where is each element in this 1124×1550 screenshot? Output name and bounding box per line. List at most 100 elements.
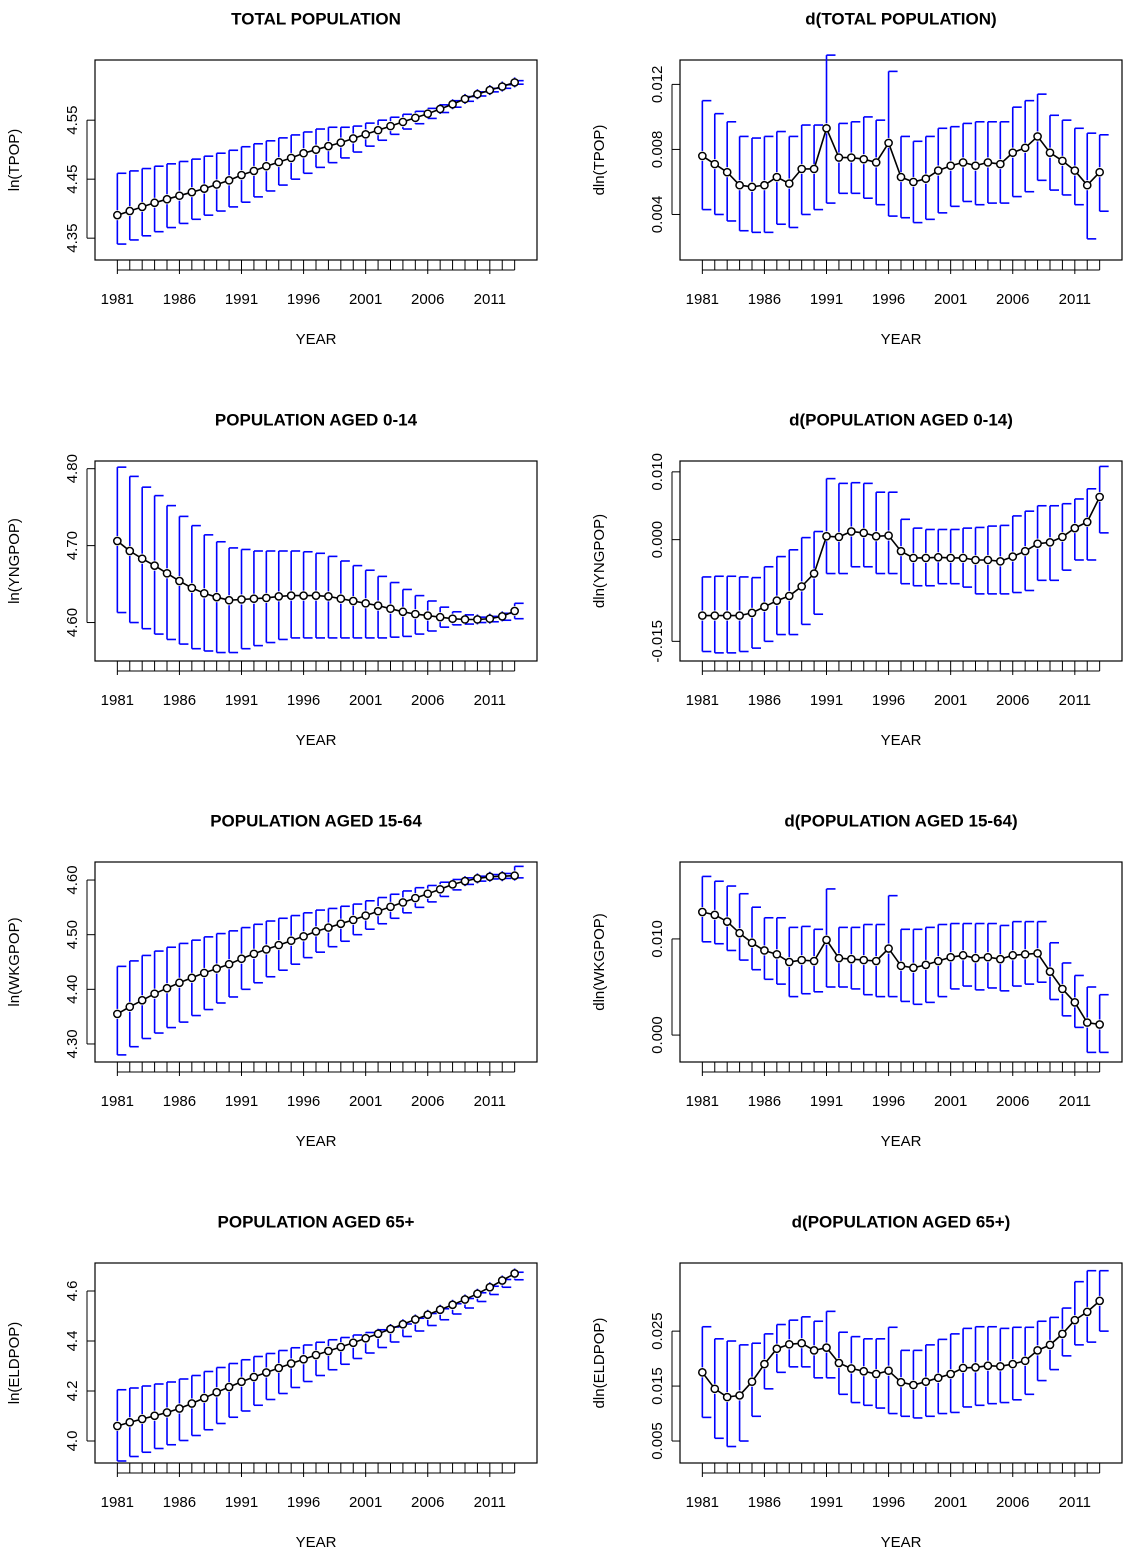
error-bar-lower — [701, 1377, 712, 1419]
error-bar-upper — [277, 550, 288, 592]
data-point — [286, 591, 296, 600]
data-point — [884, 138, 893, 148]
data-point — [1095, 492, 1105, 502]
error-bar-upper — [999, 524, 1010, 557]
data-point — [760, 602, 769, 612]
error-bar-lower — [215, 602, 226, 654]
x-tick-label: 2011 — [1059, 291, 1091, 308]
x-tick-label: 1996 — [287, 291, 320, 308]
data-point — [435, 884, 445, 894]
error-bar-lower — [1086, 1027, 1097, 1054]
error-bar-lower — [800, 591, 811, 626]
data-point — [809, 1346, 819, 1355]
error-bar-upper — [800, 124, 811, 164]
error-bar-upper — [887, 1326, 898, 1366]
error-bar-upper — [912, 1349, 923, 1380]
x-tick-label: 1996 — [287, 1494, 320, 1511]
error-bar-lower — [962, 167, 973, 203]
data-point — [460, 615, 470, 624]
data-point — [747, 938, 757, 948]
data-point — [983, 1361, 993, 1371]
x-tick-label: 1981 — [686, 692, 719, 709]
error-bar-upper — [949, 528, 960, 553]
data-point — [187, 583, 197, 593]
x-tick-label: 1991 — [810, 291, 843, 308]
error-bar-upper — [153, 494, 164, 561]
error-bar-upper — [925, 1344, 935, 1377]
error-bar-lower — [862, 1376, 873, 1407]
error-bar-upper — [265, 1352, 276, 1368]
error-bar-lower — [302, 941, 313, 959]
data-point — [175, 1404, 184, 1413]
data-point — [809, 956, 819, 966]
error-bar-lower — [1024, 1365, 1035, 1396]
error-bar-upper — [377, 575, 388, 601]
panel-title: d(TOTAL POPULATION) — [805, 9, 996, 28]
y-tick-label: 4.30 — [64, 1029, 81, 1058]
y-tick-label: 4.40 — [64, 975, 81, 1004]
panel: d(POPULATION AGED 15-64) YEAR dln(WKGPOP) 0… — [591, 811, 1123, 1150]
data-point — [859, 154, 869, 164]
error-bar-upper — [701, 99, 712, 151]
x-axis-label: YEAR — [296, 1133, 337, 1150]
error-bar-upper — [265, 920, 276, 945]
data-point — [846, 954, 856, 964]
data-point — [311, 145, 321, 155]
data-point — [299, 148, 308, 158]
error-bar-upper — [788, 135, 799, 179]
error-bar-lower — [999, 964, 1010, 992]
error-bar-upper — [352, 564, 363, 596]
y-tick-label: 4.60 — [64, 608, 81, 637]
x-tick-label: 2011 — [474, 692, 506, 709]
data-point — [983, 555, 993, 565]
error-bar-upper — [1036, 93, 1047, 132]
error-bar-lower — [203, 193, 214, 216]
error-bar-upper — [751, 137, 762, 182]
error-bar-lower — [726, 1402, 737, 1448]
data-point — [112, 536, 122, 546]
x-tick-label: 2001 — [349, 291, 382, 308]
error-bar-lower — [439, 622, 450, 628]
error-bar-upper — [962, 527, 973, 553]
error-bar-upper — [900, 928, 910, 961]
error-bar-lower — [141, 1424, 152, 1454]
error-bar-lower — [813, 578, 824, 616]
x-axis-label: YEAR — [881, 1534, 922, 1550]
error-bar-upper — [128, 475, 139, 546]
error-bar-upper — [1024, 920, 1035, 950]
x-tick-label: 2006 — [996, 291, 1029, 308]
error-bar-upper — [178, 160, 189, 191]
x-tick-label: 2001 — [349, 692, 382, 709]
error-bar-lower — [738, 620, 749, 653]
error-bar-upper — [1011, 920, 1022, 951]
data-point — [137, 554, 147, 564]
data-point — [846, 527, 856, 536]
data-point — [909, 177, 918, 187]
error-bar-lower — [900, 556, 910, 585]
error-bar-upper — [240, 1358, 251, 1377]
error-bar-lower — [277, 167, 288, 186]
data-point — [946, 161, 956, 171]
data-point — [995, 556, 1005, 566]
data-point — [859, 1366, 869, 1376]
data-point — [896, 546, 906, 556]
error-bar-lower — [315, 936, 325, 953]
data-point — [324, 592, 333, 601]
error-bar-lower — [253, 958, 263, 984]
panel-title: POPULATION AGED 0-14 — [215, 410, 418, 429]
data-point — [448, 1300, 457, 1310]
error-bar-lower — [1049, 547, 1059, 582]
error-bar-lower — [925, 562, 935, 587]
error-bar-upper — [414, 110, 425, 113]
error-bar-lower — [439, 1314, 450, 1321]
error-bar-upper — [788, 926, 799, 957]
error-bar-lower — [1074, 533, 1084, 561]
error-bar-lower — [825, 133, 836, 204]
x-tick-label: 1981 — [686, 1494, 719, 1511]
error-bar-lower — [776, 1353, 786, 1374]
error-bar-lower — [751, 1386, 762, 1418]
y-tick-label: 0.010 — [649, 453, 666, 491]
data-point — [946, 952, 956, 962]
error-bar-upper — [912, 140, 923, 177]
error-bar-lower — [414, 619, 425, 635]
